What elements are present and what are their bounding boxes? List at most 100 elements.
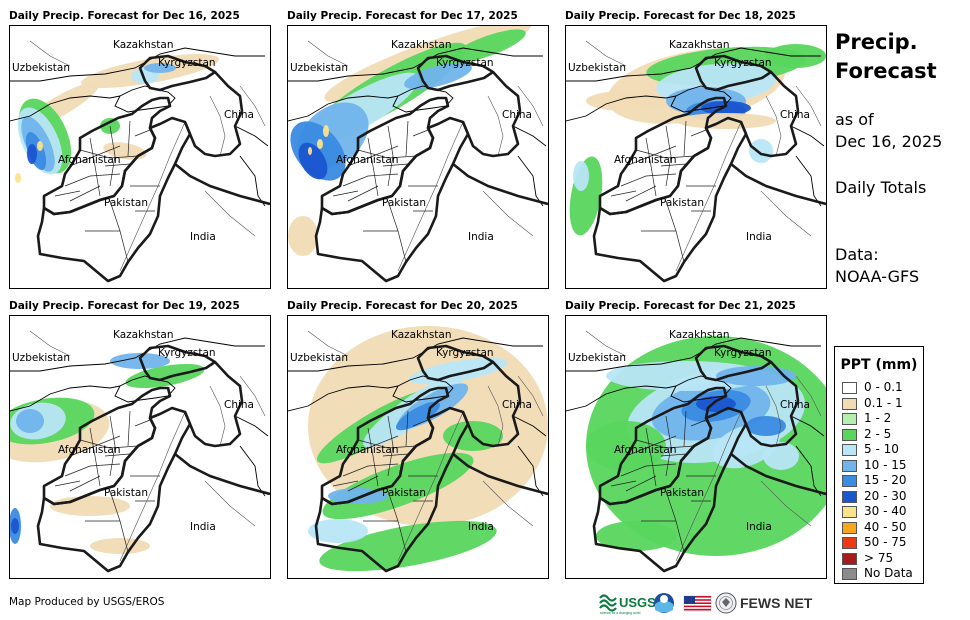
river-line — [675, 121, 742, 272]
country-border — [512, 415, 547, 437]
map-label-uzbekistan: Uzbekistan — [290, 62, 348, 74]
precip-overlay — [586, 336, 826, 556]
legend-swatch — [842, 552, 857, 565]
country-border — [10, 95, 121, 122]
map-canvas — [288, 326, 548, 573]
forecast-panel-dec16: Daily Precip. Forecast for Dec 16, 2025 … — [9, 10, 271, 289]
logos-svg: USGS science for a changing world FEWS N… — [599, 592, 813, 615]
focus-border — [416, 344, 495, 382]
country-border — [790, 415, 825, 437]
rivers — [307, 330, 544, 562]
forecast-panel-dec21: Daily Precip. Forecast for Dec 21, 2025 … — [565, 300, 827, 579]
admin-line — [683, 410, 687, 447]
precip-map: Kazakhstan Uzbekistan Kyrgyzstan China Afgha… — [9, 25, 271, 289]
admin-line — [104, 163, 131, 167]
precip-area — [50, 496, 130, 516]
map-label-pakistan: Pakistan — [382, 197, 426, 209]
map-label-india: India — [190, 231, 216, 243]
map-label-kyrgyzstan: Kyrgyzstan — [436, 57, 494, 69]
admin-line — [665, 125, 672, 187]
river-line — [119, 411, 186, 562]
admin-line — [412, 419, 429, 427]
map-label-india: India — [468, 231, 494, 243]
admin-line — [645, 137, 657, 197]
admin-line — [104, 453, 131, 457]
rivers — [585, 330, 822, 562]
focus-border — [314, 116, 470, 283]
precip-area — [15, 173, 21, 183]
focus-border — [452, 162, 548, 206]
admin-line — [69, 185, 101, 202]
admin-line — [134, 419, 151, 427]
map-label-pakistan: Pakistan — [660, 197, 704, 209]
map-canvas — [566, 40, 826, 283]
river-line — [29, 330, 71, 357]
focus-border — [314, 406, 470, 573]
admin-line — [387, 125, 394, 187]
precip-area — [596, 521, 676, 551]
admin-line — [387, 200, 407, 263]
map-label-china: China — [780, 109, 810, 121]
panel-title: Daily Precip. Forecast for Dec 21, 2025 — [565, 300, 796, 312]
legend-swatch — [842, 444, 857, 456]
country-border — [288, 385, 399, 412]
data-source: NOAA-GFS — [835, 267, 920, 286]
focus-border — [461, 361, 522, 448]
admin-line — [620, 173, 677, 187]
focus-border — [694, 54, 773, 92]
panel-title: Daily Precip. Forecast for Dec 18, 2025 — [565, 10, 796, 22]
precip-area — [573, 161, 589, 191]
admin-line — [665, 415, 672, 477]
precip-area — [308, 519, 368, 543]
rivers — [29, 330, 266, 562]
legend-label: 2 - 5 — [864, 426, 892, 441]
admin-line — [690, 419, 707, 427]
product-title: Precip. Forecast — [835, 28, 937, 86]
rivers — [585, 40, 822, 272]
river-line — [795, 85, 822, 127]
admin-boundaries — [54, 410, 160, 553]
admin-line — [405, 120, 409, 157]
river-line — [397, 121, 464, 272]
map-label-uzbekistan: Uzbekistan — [568, 62, 626, 74]
river-line — [239, 85, 266, 127]
river-line — [487, 385, 504, 447]
river-line — [482, 190, 534, 237]
river-line — [765, 95, 782, 157]
admin-line — [367, 137, 379, 197]
admin-line — [625, 185, 657, 202]
admin-line — [347, 145, 399, 167]
precip-area — [298, 142, 328, 180]
river-line — [585, 40, 627, 67]
admin-line — [412, 129, 429, 137]
map-label-china: China — [502, 109, 532, 121]
admin-line — [64, 173, 121, 187]
admin-boundaries — [610, 120, 716, 263]
map-label-afghanistan: Afghanistan — [614, 154, 677, 166]
map-label-kyrgyzstan: Kyrgyzstan — [158, 57, 216, 69]
credit-text: Map Produced by USGS/EROS — [9, 596, 165, 608]
title-line-1: Precip. — [835, 30, 918, 54]
map-label-afghanistan: Afghanistan — [58, 154, 121, 166]
legend-label: > 75 — [864, 550, 894, 565]
country-border — [234, 125, 269, 147]
legend-label: 0 - 0.1 — [864, 380, 903, 394]
precip-area — [103, 142, 147, 160]
river-line — [760, 190, 812, 237]
focus-country-borders — [314, 344, 548, 573]
forecast-panel-dec19: Daily Precip. Forecast for Dec 19, 2025 … — [9, 300, 271, 579]
precip-area — [404, 62, 472, 90]
precip-area — [308, 147, 312, 155]
admin-line — [405, 410, 409, 447]
focus-border — [592, 116, 748, 283]
focus-border — [138, 344, 217, 382]
forecast-panel-dec20: Daily Precip. Forecast for Dec 20, 2025 … — [287, 300, 549, 579]
precip-area — [27, 144, 37, 164]
admin-line — [620, 463, 677, 477]
precip-area — [716, 366, 796, 386]
legend-label: 15 - 20 — [864, 473, 907, 487]
river-line — [239, 375, 266, 417]
river-line — [675, 411, 742, 562]
precip-map: Kazakhstan Uzbekistan Kyrgyzstan China Afgha… — [565, 315, 827, 579]
map-label-india: India — [746, 231, 772, 243]
